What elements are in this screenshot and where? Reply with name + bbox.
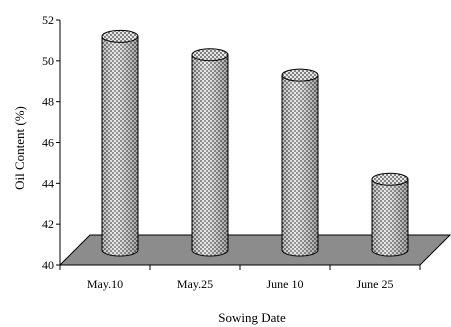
- bar: [191, 48, 229, 257]
- x-tick-label: May.25: [177, 277, 213, 291]
- y-tick-label: 50: [42, 54, 54, 68]
- y-tick-label: 46: [42, 136, 54, 150]
- bars: [101, 29, 409, 257]
- y-tick-label: 40: [42, 258, 54, 272]
- x-tick-label: June 25: [357, 277, 394, 291]
- bar-shading: [192, 54, 228, 257]
- bar-top: [281, 68, 319, 82]
- y-axis: 40 42 44 46 48 50 52: [42, 13, 61, 272]
- y-tick-label: 42: [42, 217, 54, 231]
- bar: [371, 172, 409, 257]
- bar-top: [191, 48, 229, 62]
- bar-top: [101, 29, 139, 43]
- bar: [281, 68, 319, 257]
- bar-top: [371, 172, 409, 186]
- x-axis-title: Sowing Date: [218, 310, 286, 325]
- y-tick-label: 52: [42, 13, 54, 27]
- y-tick-label: 44: [42, 176, 54, 190]
- x-tick-label: June 10: [267, 277, 304, 291]
- bar-shading: [282, 75, 318, 256]
- y-axis-title: Oil Content (%): [12, 106, 27, 190]
- bar: [101, 29, 139, 257]
- bar-shading: [102, 36, 138, 257]
- bar-shading: [372, 179, 408, 256]
- y-tick-label: 48: [42, 95, 54, 109]
- x-tick-label: May.10: [87, 277, 123, 291]
- x-axis: May.10 May.25 June 10 June 25: [59, 264, 421, 291]
